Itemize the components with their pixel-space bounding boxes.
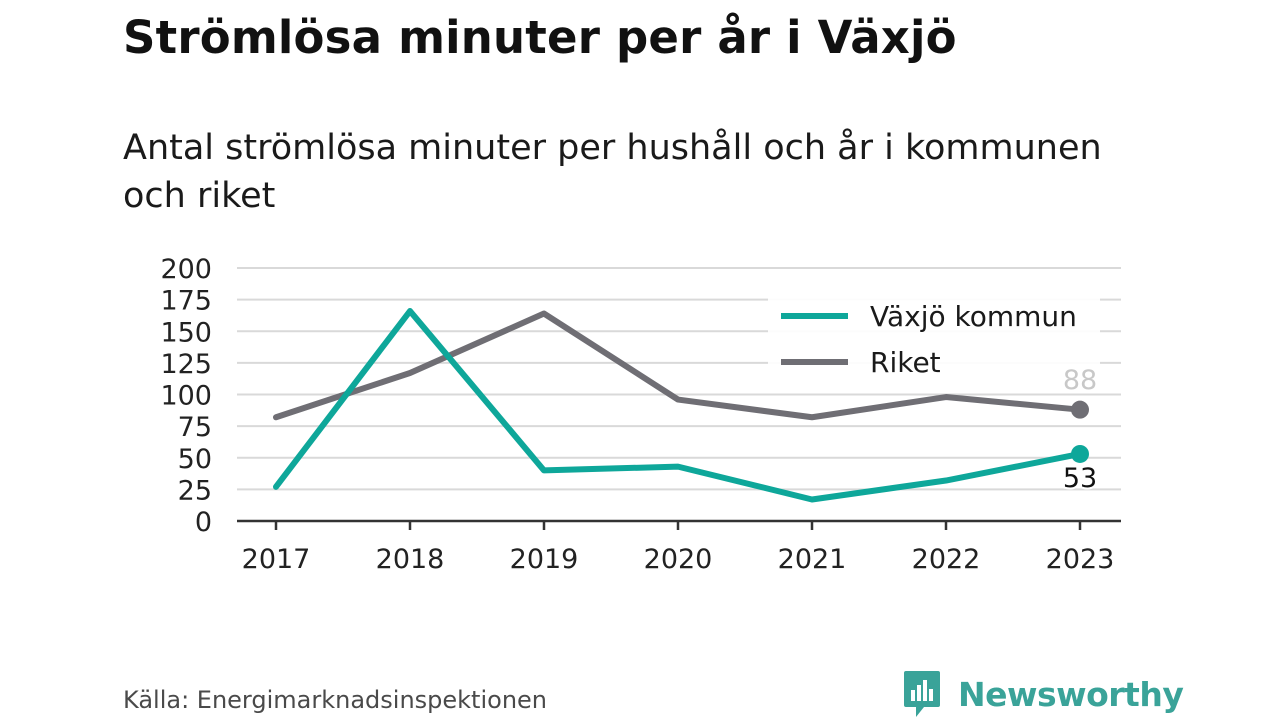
y-tick-label: 150 — [160, 317, 212, 348]
legend-background — [768, 292, 1100, 392]
chart-subtitle: Antal strömlösa minuter per hushåll och … — [123, 128, 1102, 216]
x-tick-label: 2021 — [778, 544, 847, 575]
series-line-riket — [273, 310, 1083, 421]
chart-title: Strömlösa minuter per år i Växjö — [123, 11, 957, 64]
y-tick-label: 50 — [178, 444, 212, 475]
legend-label: Riket — [870, 346, 941, 379]
end-label-vaxjo: 53 — [1063, 463, 1097, 494]
end-labels: 88 53 — [1061, 363, 1099, 496]
legend: Växjö kommun Riket — [768, 292, 1100, 392]
source-note: Källa: Energimarknadsinspektionen — [123, 686, 548, 714]
x-tick-label: 2020 — [644, 544, 713, 575]
end-point-vaxjo — [1071, 444, 1089, 463]
end-label-riket: 88 — [1063, 365, 1097, 396]
end-point-riket — [1071, 400, 1089, 419]
y-tick-label: 100 — [160, 381, 212, 412]
y-tick-label: 75 — [178, 412, 212, 443]
x-axis: 2017 2018 2019 2020 2021 2022 2023 — [237, 519, 1121, 575]
series-line-vaxjo — [273, 308, 1083, 503]
newsworthy-logo-icon — [904, 671, 940, 717]
legend-label: Växjö kommun — [870, 300, 1077, 333]
x-tick-label: 2022 — [912, 544, 981, 575]
y-tick-label: 125 — [160, 349, 212, 380]
y-tick-label: 175 — [160, 286, 212, 317]
y-tick-label: 0 — [195, 507, 212, 538]
y-tick-label: 25 — [178, 475, 212, 506]
brand-name: Newsworthy — [958, 674, 1184, 714]
x-tick-label: 2023 — [1046, 544, 1115, 575]
x-tick-label: 2018 — [376, 544, 445, 575]
series-lines — [273, 308, 1089, 503]
brand-logo: Newsworthy — [902, 668, 1184, 720]
x-tick-label: 2019 — [510, 544, 579, 575]
y-tick-label: 200 — [160, 254, 212, 285]
x-tick-label: 2017 — [242, 544, 311, 575]
